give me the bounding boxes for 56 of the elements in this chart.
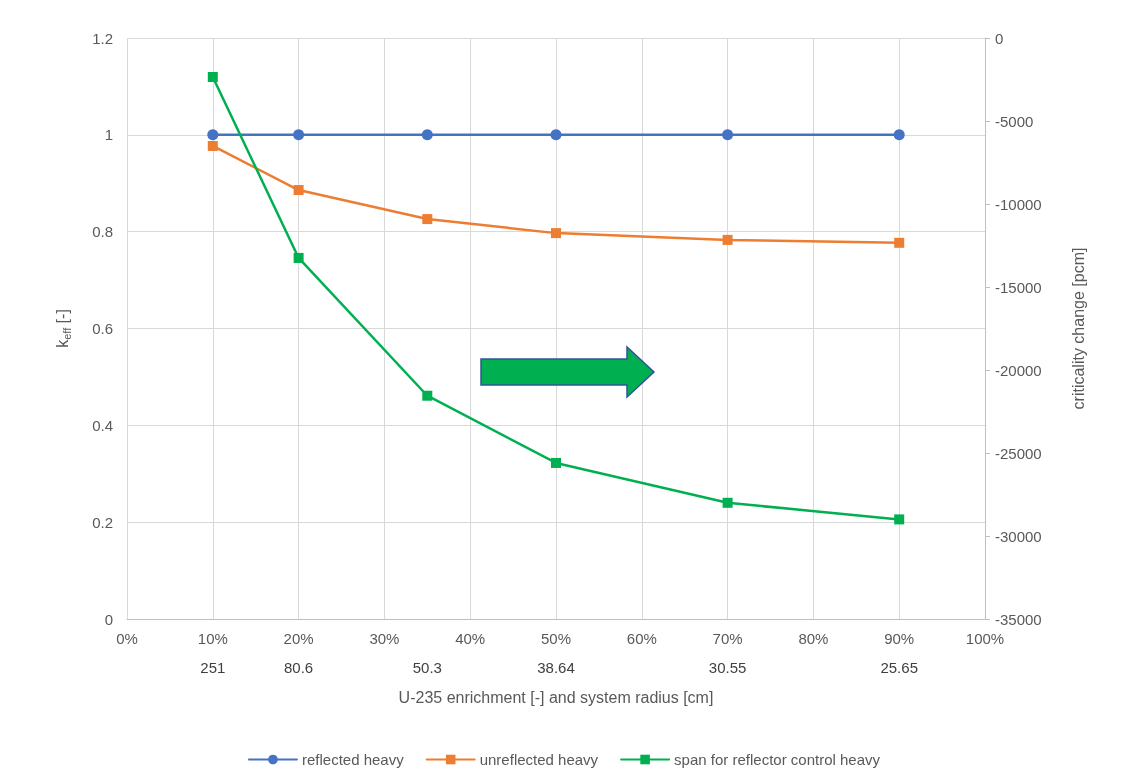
y2-tick-label: -35000: [995, 610, 1042, 628]
x-tick-label: 80%: [798, 630, 829, 647]
legend-label: unreflected heavy: [479, 751, 599, 768]
y-tick-label: 0.2: [92, 513, 113, 531]
point: [422, 214, 433, 225]
point: [722, 234, 733, 245]
text: 30.55: [708, 658, 747, 676]
x-tick-label: 60%: [626, 630, 657, 647]
y2-tick-label: -10000: [995, 195, 1042, 213]
x-tick-label: 70%: [712, 630, 743, 647]
point: [207, 129, 219, 141]
y-tick-label: 1: [104, 126, 113, 144]
point: [422, 390, 433, 401]
text: 50.3: [412, 658, 442, 676]
point: [293, 185, 304, 196]
text: 251: [200, 658, 226, 676]
y2-tick-label: -25000: [995, 444, 1042, 462]
point: [293, 129, 305, 141]
point: [207, 72, 218, 83]
y2-tick-label: -5000: [995, 112, 1034, 130]
y2-tick-label: 0: [995, 29, 1004, 47]
x-tick-label: 30%: [369, 630, 400, 647]
y-tick-label: 1.2: [92, 29, 113, 47]
text: 80.6: [284, 658, 314, 676]
x-tick-label: 20%: [283, 630, 314, 647]
legend-label: reflected heavy: [301, 751, 405, 768]
x-tick-label: 100%: [965, 630, 1005, 647]
y2-tick-label: -30000: [995, 527, 1042, 545]
point: [207, 140, 218, 151]
point: [550, 129, 562, 141]
legend-label: span for reflector control heavy: [674, 751, 881, 768]
text: 38.64: [537, 658, 575, 676]
x-axis-title: U-235 enrichment [-] and system radius [cm]: [398, 688, 714, 706]
point: [293, 252, 304, 263]
x-tick-label: 0%: [116, 630, 138, 647]
x-tick-label: 50%: [540, 630, 572, 647]
y-tick-label: 0: [104, 610, 113, 628]
point: [894, 514, 905, 525]
y2-tick-label: -15000: [995, 278, 1042, 296]
point: [722, 497, 733, 508]
point: [893, 129, 905, 141]
point: [894, 237, 905, 248]
x-tick-label: 40%: [455, 630, 486, 647]
point: [421, 129, 433, 141]
y2-axis-title: criticality change [pcm]: [1069, 247, 1087, 410]
x-tick-label: 90%: [884, 630, 915, 647]
text: 25.65: [880, 658, 918, 676]
y2-tick-label: -20000: [995, 361, 1042, 379]
point: [551, 457, 561, 468]
y-axis-title: keff [-]: [54, 309, 73, 348]
y-tick-label: 0.6: [92, 320, 113, 337]
point: [551, 228, 561, 239]
point: [722, 129, 734, 141]
x-tick-label: 10%: [197, 630, 228, 647]
y-tick-label: 0.4: [92, 416, 113, 434]
y-tick-label: 0.8: [92, 223, 113, 241]
